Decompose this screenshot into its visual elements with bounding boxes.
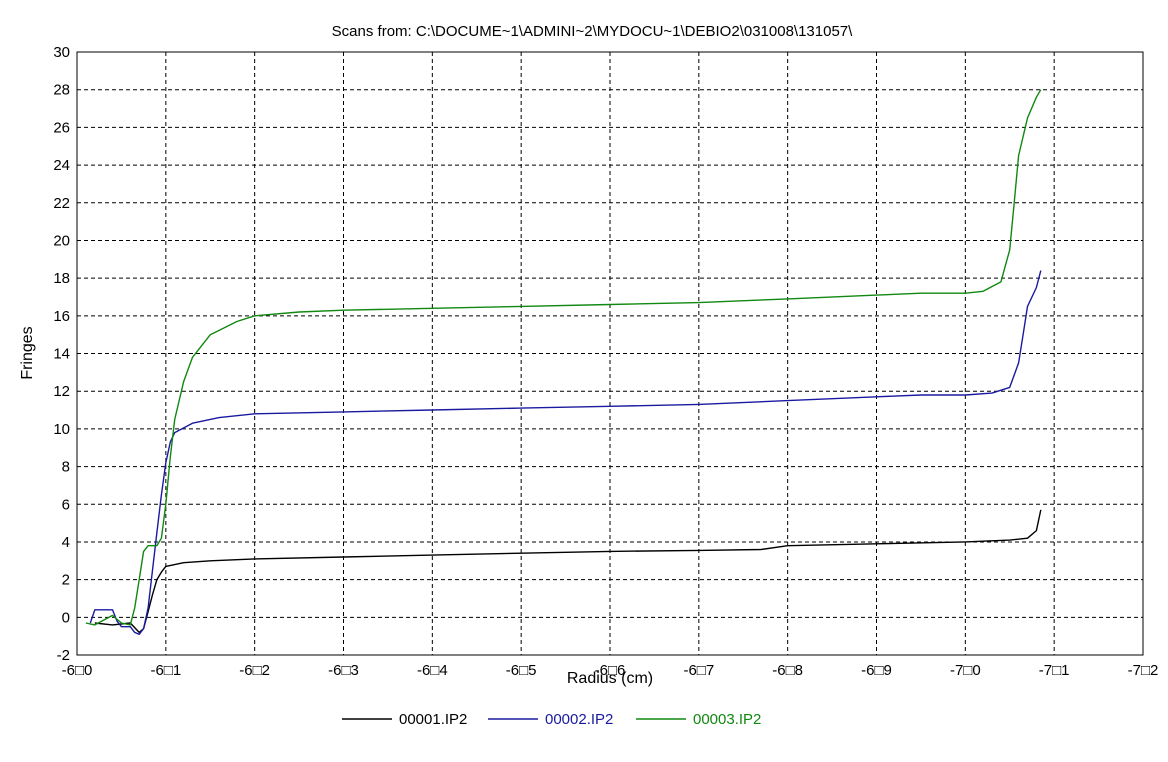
y-tick-label: 22 bbox=[53, 195, 70, 212]
legend-label-3: 00003.IP2 bbox=[693, 711, 761, 728]
y-tick-label: 8 bbox=[62, 459, 70, 476]
x-tick-label: -6□4 bbox=[417, 662, 448, 679]
y-tick-label: 20 bbox=[53, 232, 70, 249]
y-tick-label: 14 bbox=[53, 346, 70, 363]
y-tick-label: 10 bbox=[53, 421, 70, 438]
y-tick-label: 18 bbox=[53, 270, 70, 287]
y-tick-label: -2 bbox=[57, 647, 70, 664]
series-layer bbox=[85, 89, 1042, 635]
grid-lines bbox=[77, 52, 1143, 655]
y-axis-label: Fringes bbox=[19, 326, 36, 379]
y-tick-label: 0 bbox=[62, 609, 70, 626]
y-tick-label: 30 bbox=[53, 44, 70, 61]
x-tick-label: -6□3 bbox=[328, 662, 359, 679]
plot-area-frame bbox=[76, 51, 1144, 656]
y-tick-label: 12 bbox=[53, 383, 70, 400]
x-tick-label: -7□1 bbox=[1039, 662, 1070, 679]
x-axis-ticks: -6□0 -6□1 -6□2 -6□3 -6□4 -6□5 -6□6 -6□7 -6□8 -6□9… bbox=[62, 662, 1159, 679]
y-tick-label: 16 bbox=[53, 308, 70, 325]
y-tick-label: 6 bbox=[62, 496, 70, 513]
series-line-3 bbox=[85, 89, 1042, 626]
x-tick-label: -7□0 bbox=[950, 662, 981, 679]
x-tick-label: -6□6 bbox=[595, 662, 626, 679]
x-axis-label: Radius (cm) bbox=[567, 670, 653, 687]
x-tick-label: -6□8 bbox=[772, 662, 803, 679]
series-line-2 bbox=[89, 270, 1042, 635]
y-tick-label: 4 bbox=[62, 534, 70, 551]
y-tick-label: 26 bbox=[53, 119, 70, 136]
legend-label-2: 00002.IP2 bbox=[545, 711, 613, 728]
chart-title: Scans from: C:\DOCUME~1\ADMINI~2\MYDOCU~… bbox=[332, 23, 853, 40]
legend-label-1: 00001.IP2 bbox=[399, 711, 467, 728]
legend: 00001.IP2 00002.IP2 00003.IP2 bbox=[342, 711, 761, 728]
y-tick-label: 28 bbox=[53, 82, 70, 99]
x-tick-label: -6□9 bbox=[861, 662, 892, 679]
x-tick-label: -7□2 bbox=[1128, 662, 1159, 679]
x-tick-label: -6□1 bbox=[150, 662, 181, 679]
y-tick-label: 24 bbox=[53, 157, 70, 174]
x-tick-label: -6□7 bbox=[683, 662, 714, 679]
series-line-1 bbox=[94, 509, 1042, 634]
y-tick-label: 2 bbox=[62, 572, 70, 589]
x-tick-label: -6□0 bbox=[62, 662, 93, 679]
x-tick-label: -6□5 bbox=[506, 662, 537, 679]
x-tick-label: -6□2 bbox=[239, 662, 270, 679]
